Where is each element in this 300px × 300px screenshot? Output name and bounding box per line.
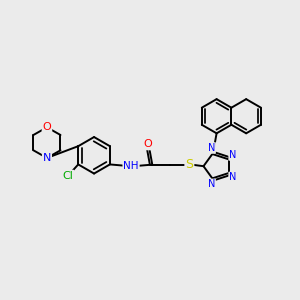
- Text: O: O: [144, 140, 152, 149]
- Text: O: O: [43, 122, 51, 132]
- Text: S: S: [185, 158, 194, 171]
- Text: Cl: Cl: [62, 171, 74, 181]
- Text: N: N: [208, 143, 215, 153]
- Text: N: N: [229, 172, 236, 182]
- Text: N: N: [43, 153, 51, 163]
- Text: N: N: [208, 179, 215, 189]
- Text: NH: NH: [123, 161, 139, 171]
- Text: N: N: [229, 150, 236, 160]
